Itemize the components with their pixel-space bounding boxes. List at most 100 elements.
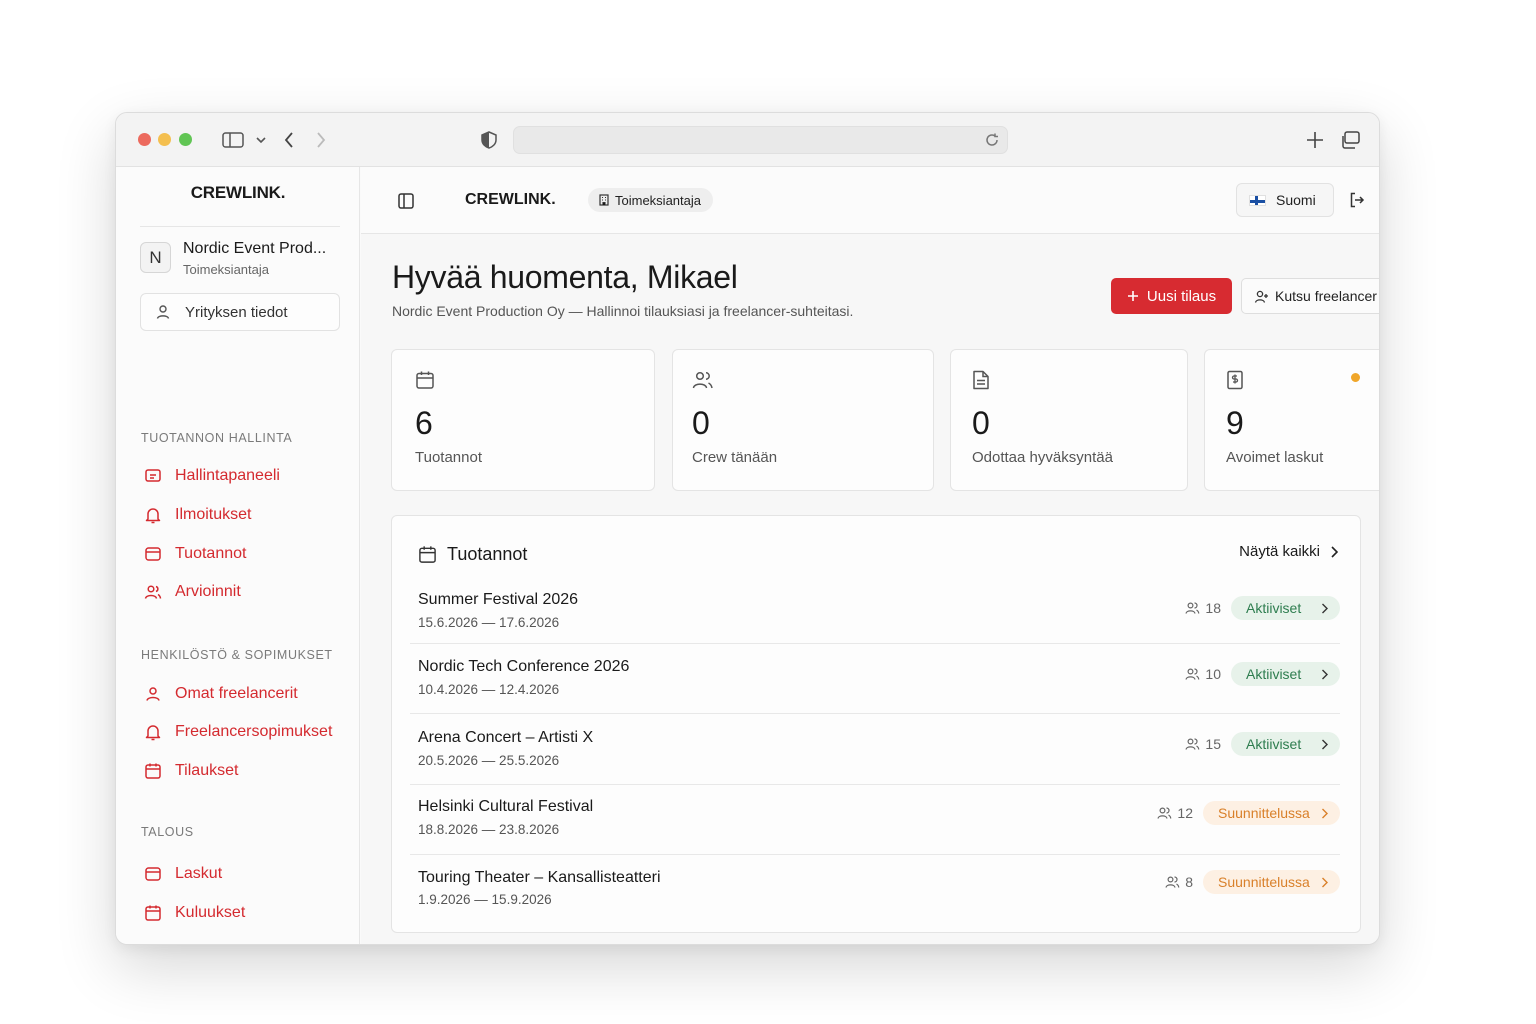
user-plus-icon [1254, 290, 1268, 303]
status-badge[interactable]: Suunnittelussa [1203, 801, 1340, 825]
stat-card-pending-approval[interactable]: 0 Odottaa hyväksyntää [950, 349, 1188, 491]
chevron-right-icon [1322, 739, 1328, 749]
sidebar-item-productions[interactable]: Tuotannot [144, 545, 246, 563]
sidebar-item-notifications[interactable]: Ilmoitukset [144, 506, 251, 524]
stat-value: 9 [1226, 405, 1244, 441]
minimize-window-button[interactable] [158, 133, 171, 146]
browser-toolbar [116, 113, 1379, 167]
back-icon[interactable] [284, 127, 294, 153]
sidebar-item-label: Ilmoitukset [175, 506, 252, 523]
bell-icon [145, 508, 161, 524]
production-row[interactable]: Nordic Tech Conference 2026 10.4.2026 — … [410, 644, 1340, 714]
sidebar-item-orders[interactable]: Tilaukset [144, 762, 238, 780]
address-bar[interactable] [513, 126, 1008, 154]
status-badge[interactable]: Suunnittelussa [1203, 870, 1340, 894]
stat-value: 0 [972, 405, 990, 441]
stat-label: Crew tänään [692, 449, 778, 466]
sidebar-item-invoices[interactable]: Laskut [144, 865, 222, 883]
sidebar-item-dashboard[interactable]: Hallintapaneeli [144, 467, 280, 485]
stat-card-open-invoices[interactable]: 9 Avoimet laskut [1204, 349, 1379, 491]
user-icon [156, 305, 170, 319]
language-label: Suomi [1276, 192, 1316, 208]
page-subtitle: Nordic Event Production Oy — Hallinnoi t… [392, 303, 854, 319]
section-title-finance: TALOUS [141, 825, 194, 839]
production-meta: 18 Aktiiviset [1185, 596, 1340, 620]
crew-count: 12 [1157, 805, 1193, 821]
users-icon [1165, 876, 1180, 888]
stat-label: Tuotannot [415, 449, 482, 466]
production-meta: 15 Aktiiviset [1185, 732, 1340, 756]
stat-card-crew-today[interactable]: 0 Crew tänään [672, 349, 934, 491]
chevron-right-icon [1322, 808, 1328, 818]
invite-freelancer-button[interactable]: Kutsu freelancer [1241, 278, 1379, 314]
language-selector[interactable]: Suomi [1236, 183, 1334, 217]
sidebar-item-freelancer-contracts[interactable]: Freelancersopimukset [144, 723, 332, 741]
chevron-right-icon [1322, 877, 1328, 887]
productions-panel: Tuotannot Näytä kaikki Summer Festival 2… [391, 515, 1361, 933]
crew-count-value: 10 [1205, 666, 1221, 682]
status-badge[interactable]: Aktiiviset [1231, 662, 1340, 686]
sidebar-collapse-icon[interactable] [398, 193, 414, 214]
production-dates: 10.4.2026 — 12.4.2026 [418, 682, 560, 697]
calendar-icon [145, 763, 161, 779]
sidebar-item-label: Tilaukset [175, 762, 239, 779]
company-info-label: Yrityksen tiedot [185, 303, 288, 321]
page-title: Hyvää huomenta, Mikael [392, 259, 738, 295]
stat-card-productions[interactable]: 6 Tuotannot [391, 349, 655, 491]
users-icon [1157, 807, 1172, 819]
production-row[interactable]: Summer Festival 2026 15.6.2026 — 17.6.20… [410, 576, 1340, 644]
org-name[interactable]: Nordic Event Prod... [183, 240, 327, 257]
app-header: CREWLINK. Toimeksiantaja Suomi [361, 167, 1379, 234]
production-name: Touring Theater – Kansallisteatteri [418, 869, 661, 886]
production-name: Helsinki Cultural Festival [418, 798, 594, 815]
crew-count: 8 [1165, 874, 1193, 890]
sidebar-item-label: Freelancersopimukset [175, 723, 333, 740]
sidebar-item-label: Omat freelancerit [175, 685, 298, 702]
production-row[interactable]: Arena Concert – Artisti X 20.5.2026 — 25… [410, 714, 1340, 785]
new-tab-icon[interactable] [1306, 127, 1324, 153]
status-label: Suunnittelussa [1218, 874, 1310, 890]
sidebar-logo[interactable]: CREWLINK. [190, 183, 286, 202]
sidebar-divider [140, 226, 340, 227]
production-row[interactable]: Helsinki Cultural Festival 18.8.2026 — 2… [410, 785, 1340, 855]
company-info-button[interactable]: Yrityksen tiedot [140, 293, 340, 331]
building-icon [599, 194, 609, 206]
production-row[interactable]: Touring Theater – Kansallisteatteri 1.9.… [410, 855, 1340, 925]
sidebar-toggle-icon[interactable] [222, 127, 244, 153]
status-badge[interactable]: Aktiiviset [1231, 732, 1340, 756]
production-dates: 20.5.2026 — 25.5.2026 [418, 753, 560, 768]
sidebar-item-expenses[interactable]: Kuluukset [144, 904, 245, 922]
panel-title-label: Tuotannot [447, 544, 528, 564]
chevron-down-icon[interactable] [256, 127, 266, 153]
tab-overview-icon[interactable] [1340, 127, 1360, 153]
sidebar-item-reviews[interactable]: Arvioinnit [144, 583, 241, 601]
production-dates: 15.6.2026 — 17.6.2026 [418, 615, 560, 630]
stat-value: 0 [692, 405, 710, 441]
sidebar-item-my-freelancers[interactable]: Omat freelancerit [144, 685, 298, 703]
see-all-link[interactable]: Näytä kaikki [1239, 543, 1338, 560]
org-role: Toimeksiantaja [183, 262, 269, 277]
calendar-icon [415, 370, 435, 395]
close-window-button[interactable] [138, 133, 151, 146]
status-badge[interactable]: Aktiiviset [1231, 596, 1340, 620]
invoice-icon [1226, 370, 1244, 395]
calendar-icon [419, 546, 436, 563]
production-meta: 12 Suunnittelussa [1157, 801, 1340, 825]
stat-value: 6 [415, 405, 433, 441]
header-logo[interactable]: CREWLINK. [465, 191, 556, 208]
status-label: Suunnittelussa [1218, 805, 1310, 821]
reload-icon[interactable] [985, 133, 999, 152]
zoom-window-button[interactable] [179, 133, 192, 146]
new-order-button[interactable]: Uusi tilaus [1111, 278, 1232, 314]
chevron-right-icon [1322, 603, 1328, 613]
plus-icon [1127, 291, 1138, 301]
users-icon [1185, 738, 1200, 750]
privacy-shield-icon[interactable] [481, 127, 497, 153]
production-meta: 10 Aktiiviset [1185, 662, 1340, 686]
logout-icon[interactable] [1349, 192, 1365, 213]
users-icon [1185, 668, 1200, 680]
forward-icon[interactable] [316, 127, 326, 153]
users-icon [144, 585, 162, 599]
org-avatar: N [140, 242, 171, 273]
role-badge: Toimeksiantaja [588, 188, 713, 212]
